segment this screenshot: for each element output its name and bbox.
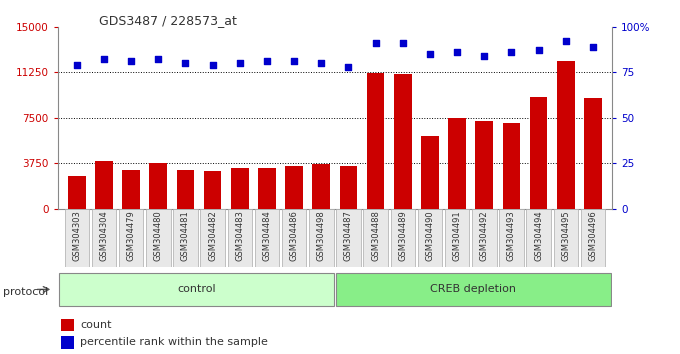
Bar	[286, 166, 303, 209]
Bar	[204, 171, 222, 209]
Point	[235, 60, 245, 66]
Text: GSM304496: GSM304496	[588, 211, 598, 261]
Text: GSM304481: GSM304481	[181, 211, 190, 261]
Bar	[418, 209, 442, 267]
Point	[316, 60, 327, 66]
Text: CREB depletion: CREB depletion	[430, 284, 516, 295]
Text: GSM304484: GSM304484	[262, 211, 271, 261]
Point	[126, 58, 137, 64]
Bar	[390, 209, 415, 267]
Bar	[177, 170, 194, 209]
Text: GSM304494: GSM304494	[534, 211, 543, 261]
Point	[479, 53, 490, 58]
Point	[343, 64, 354, 69]
Bar	[95, 161, 113, 209]
Text: GSM304304: GSM304304	[99, 211, 109, 261]
Point	[560, 38, 571, 44]
Point	[533, 47, 544, 53]
Text: control: control	[177, 284, 216, 295]
Bar	[59, 273, 333, 306]
Text: percentile rank within the sample: percentile rank within the sample	[80, 337, 268, 347]
Point	[452, 49, 462, 55]
Text: GSM304480: GSM304480	[154, 211, 163, 261]
Point	[506, 49, 517, 55]
Bar	[581, 209, 605, 267]
Point	[207, 62, 218, 68]
Point	[588, 44, 598, 50]
Bar	[309, 209, 334, 267]
Bar	[503, 122, 520, 209]
Text: GSM304482: GSM304482	[208, 211, 217, 261]
Bar	[92, 209, 116, 267]
Bar	[231, 167, 249, 209]
Bar	[282, 209, 307, 267]
Bar	[445, 209, 469, 267]
Point	[153, 57, 164, 62]
Bar	[119, 209, 143, 267]
Bar	[472, 209, 496, 267]
Bar	[475, 121, 493, 209]
Text: GSM304479: GSM304479	[126, 211, 135, 261]
Point	[289, 58, 300, 64]
Text: GSM304487: GSM304487	[344, 211, 353, 262]
Text: GSM304491: GSM304491	[453, 211, 462, 261]
Point	[71, 62, 82, 68]
Bar	[337, 273, 611, 306]
Point	[370, 40, 381, 46]
Bar	[557, 61, 575, 209]
Bar	[367, 73, 384, 209]
Point	[424, 51, 435, 57]
Bar	[584, 98, 602, 209]
Bar	[68, 176, 86, 209]
Bar	[336, 209, 360, 267]
Bar	[448, 118, 466, 209]
Bar	[499, 209, 524, 267]
Bar	[530, 97, 547, 209]
Bar	[65, 209, 89, 267]
Point	[180, 60, 191, 66]
Bar	[228, 209, 252, 267]
Text: GSM304303: GSM304303	[72, 211, 82, 262]
Text: GSM304493: GSM304493	[507, 211, 516, 261]
Bar	[526, 209, 551, 267]
Bar	[554, 209, 578, 267]
Bar	[339, 166, 357, 209]
Text: GSM304490: GSM304490	[426, 211, 435, 261]
Bar	[61, 336, 74, 349]
Point	[397, 40, 408, 46]
Bar	[394, 74, 411, 209]
Text: GSM304489: GSM304489	[398, 211, 407, 261]
Text: protocol: protocol	[3, 287, 49, 297]
Bar	[150, 163, 167, 209]
Bar	[173, 209, 198, 267]
Bar	[421, 136, 439, 209]
Bar	[61, 319, 74, 331]
Text: GSM304492: GSM304492	[480, 211, 489, 261]
Bar	[201, 209, 225, 267]
Text: GDS3487 / 228573_at: GDS3487 / 228573_at	[99, 14, 237, 27]
Text: GSM304486: GSM304486	[290, 211, 299, 262]
Text: GSM304498: GSM304498	[317, 211, 326, 261]
Text: GSM304483: GSM304483	[235, 211, 244, 262]
Bar	[255, 209, 279, 267]
Bar	[146, 209, 171, 267]
Bar	[363, 209, 388, 267]
Bar	[258, 167, 276, 209]
Text: GSM304495: GSM304495	[561, 211, 571, 261]
Bar	[122, 170, 140, 209]
Text: GSM304488: GSM304488	[371, 211, 380, 262]
Text: count: count	[80, 320, 112, 330]
Bar	[313, 164, 330, 209]
Point	[262, 58, 273, 64]
Point	[99, 57, 109, 62]
